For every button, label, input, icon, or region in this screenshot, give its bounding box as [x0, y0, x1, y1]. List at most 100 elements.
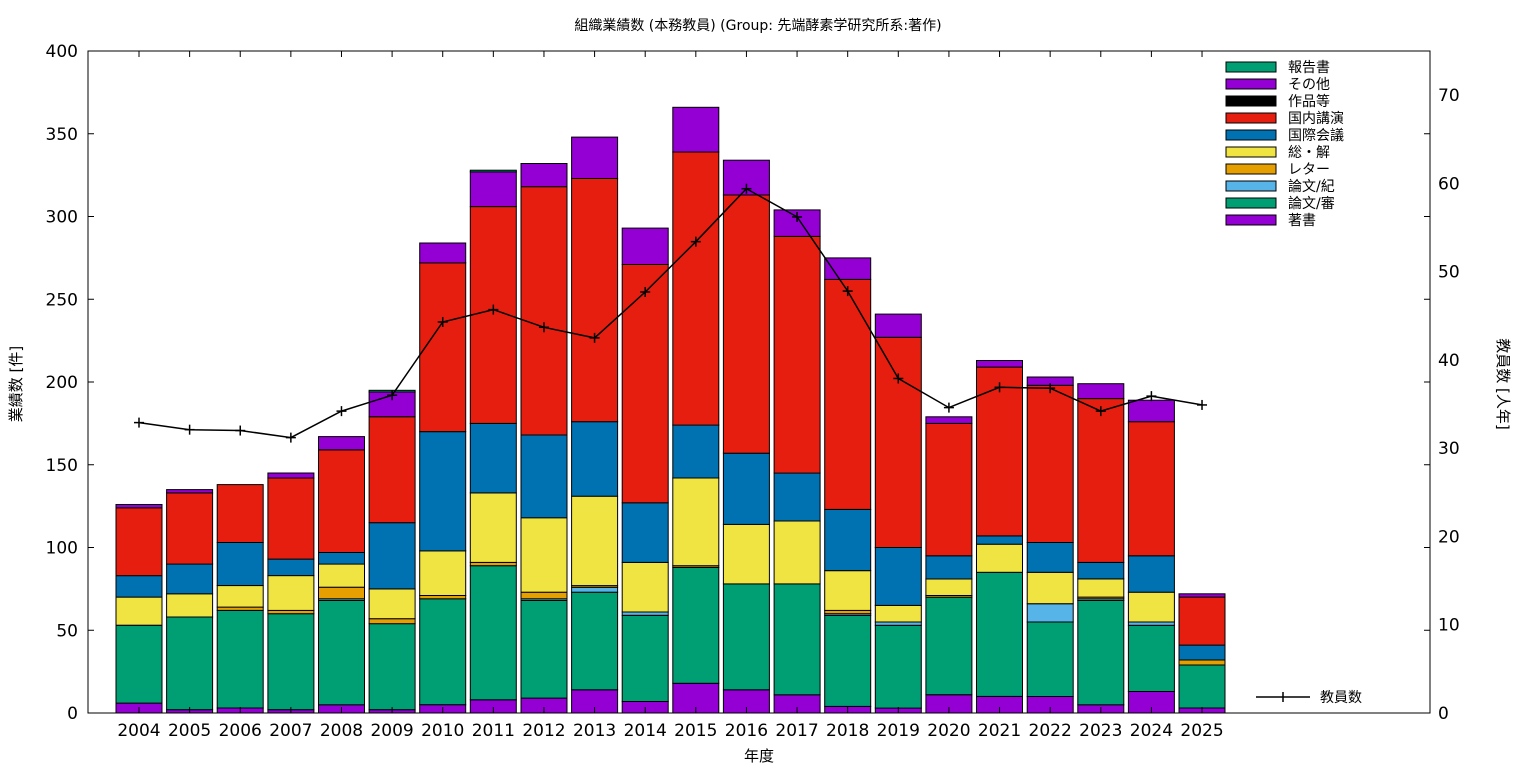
x-tick-label-2020: 2020 [927, 721, 970, 741]
bar-2020-series-5 [925, 555, 973, 580]
bar-2025-series-3 [1178, 659, 1226, 666]
bar-2010-series-8 [419, 242, 467, 264]
bar-2018-series-1 [824, 614, 872, 707]
legend-label-8: その他 [1288, 77, 1330, 93]
x-tick-label-2014: 2014 [624, 721, 667, 741]
bar-2020-series-8 [925, 416, 973, 424]
bar-2014-series-4 [621, 561, 669, 613]
bar-2021-series-5 [976, 535, 1023, 545]
bar-2005-series-6 [166, 492, 214, 565]
y-tick-label-300: 300 [46, 208, 78, 228]
bar-2009-series-6 [368, 416, 416, 524]
bar-2022-series-1 [1026, 621, 1074, 697]
bar-2014-series-8 [621, 227, 669, 266]
line-series-faculty [138, 187, 1203, 439]
bar-2018-series-5 [824, 508, 872, 572]
line-point-2021 [994, 382, 1005, 393]
x-tick-label-2007: 2007 [269, 721, 312, 741]
bar-2017-series-6 [773, 235, 821, 474]
line-point-2011 [488, 304, 499, 315]
bar-2020-series-6 [925, 422, 973, 557]
bar-2021-series-8 [976, 360, 1023, 368]
bar-2024-series-1 [1127, 624, 1175, 692]
y2-axis-label: 教員数 [人年] [1494, 338, 1512, 429]
legend-label-faculty: 教員数 [1320, 690, 1362, 706]
bar-2004-series-8 [115, 504, 163, 509]
bar-2010-series-5 [419, 431, 467, 552]
y2-tick-label-10: 10 [1438, 616, 1460, 636]
bar-2023-series-1 [1077, 600, 1125, 706]
bar-2006-series-6 [216, 484, 264, 544]
bar-2010-series-1 [419, 598, 467, 706]
bar-2009-series-4 [368, 588, 416, 620]
bar-2023-series-8 [1077, 383, 1125, 400]
bar-2008-series-5 [318, 552, 365, 565]
legend-label-4: 総・解 [1288, 145, 1330, 161]
bar-2018-series-4 [824, 570, 872, 611]
bar-2016-series-1 [722, 583, 770, 691]
line-point-2023 [1095, 406, 1106, 417]
bar-2009-series-3 [368, 618, 416, 625]
bar-2024-series-4 [1127, 591, 1175, 623]
x-tick-label-2016: 2016 [725, 721, 768, 741]
bar-2015-series-1 [672, 566, 720, 684]
bar-2013-series-6 [571, 177, 619, 423]
bar-2020-series-4 [925, 578, 973, 597]
line-point-2017 [792, 211, 803, 222]
x-tick-label-2005: 2005 [168, 721, 211, 741]
legend-swatch-4 [1225, 146, 1277, 158]
bar-2005-series-1 [166, 616, 214, 711]
bar-2006-series-1 [216, 609, 264, 709]
bar-2023-series-5 [1077, 561, 1125, 580]
bar-2021-series-1 [976, 571, 1023, 697]
bar-2014-series-5 [621, 502, 669, 563]
bar-2023-series-4 [1077, 578, 1125, 598]
bar-2019-series-4 [874, 604, 922, 623]
bar-2011-series-8 [469, 171, 517, 208]
bar-2008-series-8 [318, 436, 365, 451]
bar-2009-series-5 [368, 522, 416, 590]
bar-2013-series-5 [571, 421, 619, 497]
line-point-2024 [1146, 391, 1157, 402]
bar-2008-series-3 [318, 586, 365, 600]
line-point-2022 [1045, 383, 1056, 394]
bar-2022-series-6 [1026, 384, 1074, 543]
line-point-2016 [741, 183, 752, 194]
x-tick-label-2018: 2018 [826, 721, 869, 741]
bar-2024-series-5 [1127, 555, 1175, 593]
bar-2005-series-8 [166, 489, 214, 494]
bar-2022-series-4 [1026, 571, 1074, 605]
x-tick-label-2015: 2015 [674, 721, 717, 741]
legend-swatch-2 [1225, 180, 1277, 192]
legend-label-1: 論文/審 [1288, 196, 1335, 212]
line-point-2014 [640, 286, 651, 297]
bar-2012-series-1 [520, 600, 568, 699]
bar-2023-series-6 [1077, 398, 1125, 563]
bar-2008-series-6 [318, 449, 365, 553]
bar-2015-series-4 [672, 477, 720, 567]
bar-2025-series-5 [1178, 644, 1226, 661]
y2-tick-label-0: 0 [1438, 704, 1449, 724]
legend-swatch-9 [1225, 61, 1277, 73]
y-tick-label-150: 150 [46, 456, 78, 476]
legend-label-3: レター [1288, 162, 1330, 178]
line-point-2006 [235, 425, 246, 436]
bar-2004-series-5 [115, 575, 163, 598]
bar-2014-series-1 [621, 614, 669, 703]
plot-area: 0 50 100 150 200 250 300 350 400 0 10 20 30 40 50 60 70 2… [46, 42, 1460, 741]
x-tick-label-2011: 2011 [472, 721, 515, 741]
y-tick-label-200: 200 [46, 373, 78, 393]
bar-2025-series-1 [1178, 664, 1226, 709]
bar-2019-series-5 [874, 547, 922, 606]
legend-label-0: 著書 [1288, 213, 1316, 229]
y2-tick-label-60: 60 [1438, 174, 1460, 194]
bar-2004-series-1 [115, 624, 163, 704]
legend-swatch-5 [1225, 129, 1277, 141]
x-tick-label-2004: 2004 [117, 721, 160, 741]
bar-2007-series-1 [267, 613, 315, 711]
bar-2025-series-6 [1178, 596, 1226, 646]
bar-2020-series-1 [925, 596, 973, 696]
bar-2007-series-6 [267, 477, 315, 560]
y2-tick-label-40: 40 [1438, 351, 1460, 371]
